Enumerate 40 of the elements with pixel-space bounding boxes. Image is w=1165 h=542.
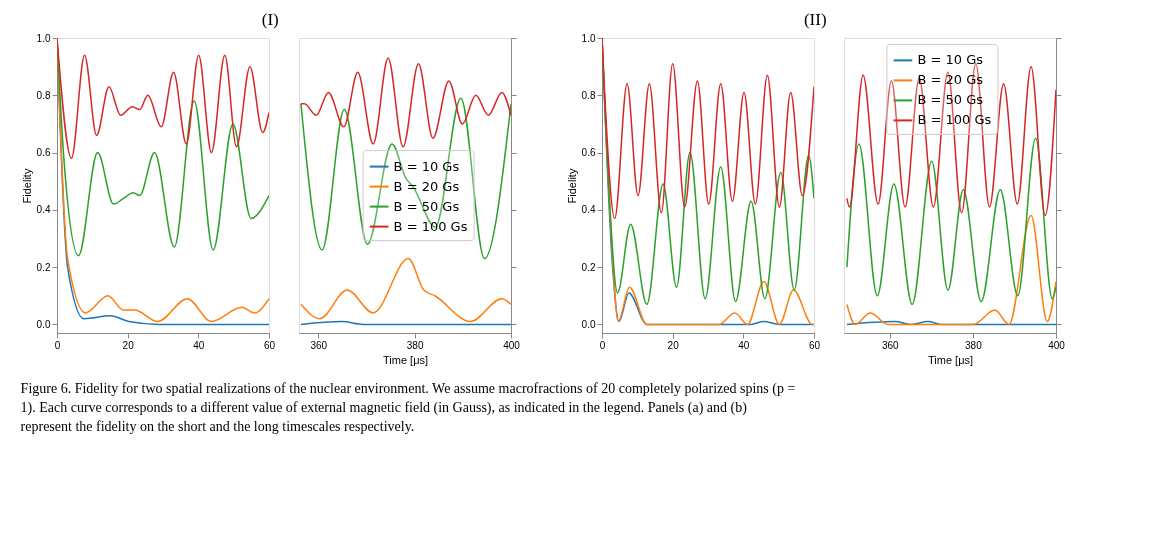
- legend-label: B = 10 Gs: [917, 52, 984, 68]
- line-series: [602, 38, 814, 220]
- x-axis-title: Time [μs]: [927, 353, 974, 366]
- x-tick-label: 40: [193, 339, 205, 351]
- y-tick-label: 1.0: [581, 32, 596, 44]
- x-tick-label: 0: [599, 339, 606, 351]
- legend-label: B = 20 Gs: [393, 178, 460, 194]
- y-axis-title: Fidelity: [565, 168, 578, 204]
- chart-title: (I): [261, 9, 279, 29]
- x-tick-label: 400: [1048, 339, 1066, 351]
- x-tick-label: 400: [503, 339, 521, 351]
- x-tick-label: 360: [881, 339, 899, 351]
- chart-title: (II): [803, 9, 827, 29]
- x-tick-label: 360: [310, 339, 328, 351]
- x-axis-title: Time [μs]: [382, 353, 429, 366]
- y-tick-label: 0.6: [36, 147, 51, 159]
- y-tick-label: 0.4: [581, 204, 596, 216]
- y-tick-label: 0.2: [581, 261, 596, 273]
- x-tick-label: 0: [54, 339, 61, 351]
- x-tick-label: 380: [965, 339, 983, 351]
- legend-label: B = 100 Gs: [393, 218, 468, 234]
- y-tick-label: 0.4: [36, 204, 51, 216]
- x-tick-label: 40: [738, 339, 750, 351]
- caption: Figure 6. Fidelity for two spatial realizations of the nuclear environment. We assume macrofractions of 20 completely polarized spins (p = 1). Each curve corresponds to a different value of external magnetic field (in Gauss), as indicated in the legend. Panels (a) and (b) represent the fidelity on the short and the long timescales respectively.: [20, 380, 796, 434]
- legend-label: B = 10 Gs: [393, 158, 460, 174]
- x-tick-label: 380: [406, 339, 424, 351]
- y-tick-label: 0.6: [581, 147, 596, 159]
- y-tick-label: 0.0: [36, 318, 51, 330]
- y-tick-label: 0.0: [581, 318, 596, 330]
- x-tick-label: 20: [667, 339, 680, 351]
- x-tick-label: 20: [122, 339, 135, 351]
- y-axis-title: Fidelity: [20, 168, 33, 204]
- y-tick-label: 0.8: [36, 89, 51, 101]
- x-tick-label: 60: [808, 339, 821, 351]
- legend-label: B = 50 Gs: [393, 198, 460, 214]
- y-tick-label: 0.8: [581, 89, 596, 101]
- x-tick-label: 60: [263, 339, 276, 351]
- line-series: [57, 38, 269, 160]
- y-tick-label: 1.0: [36, 32, 51, 44]
- y-tick-label: 0.2: [36, 261, 51, 273]
